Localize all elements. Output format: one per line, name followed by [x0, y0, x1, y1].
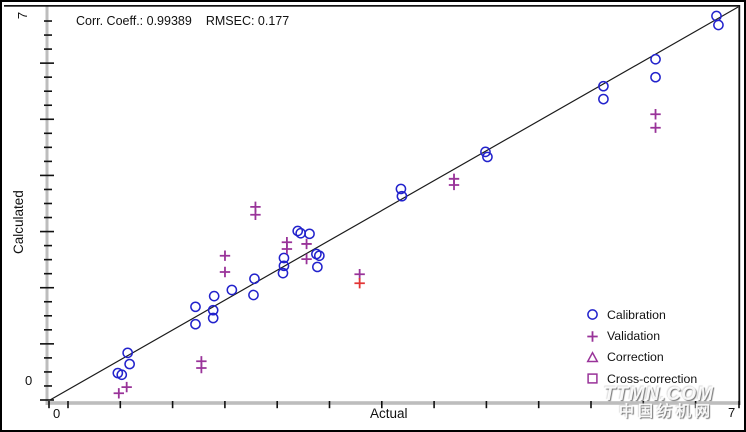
legend-item-correction: Correction [585, 347, 697, 368]
corr-coeff-text: Corr. Coeff.: 0.99389 [76, 14, 192, 28]
legend-item-label: Correction [607, 350, 664, 365]
watermark-line1: TTMN.COM [603, 384, 714, 405]
x-axis-label: Actual [370, 406, 408, 421]
x-axis-max-label: 7 [728, 405, 736, 420]
y-axis-min-label: 0 [25, 373, 33, 388]
legend: Calibration Validation Correction Cross-… [585, 304, 697, 390]
y-axis-label: Calculated [11, 190, 26, 254]
rmsec-text: RMSEC: 0.177 [205, 14, 290, 28]
legend-item-calibration: Calibration [585, 304, 697, 325]
legend-item-label: Validation [607, 329, 661, 344]
watermark-line2: 中国纺机网 [618, 403, 714, 420]
cross-correction-marker-icon [585, 372, 600, 385]
y-axis-max-label: 7 [15, 11, 31, 20]
correction-marker-icon [585, 351, 600, 364]
watermark: TTMN.COM 中国纺机网 [604, 385, 714, 419]
x-axis-min-label: 0 [53, 406, 61, 421]
legend-item-cross-correction: Cross-correction [585, 368, 697, 389]
legend-item-validation: Validation [585, 325, 697, 346]
legend-item-label: Calibration [607, 307, 666, 322]
validation-marker-icon [585, 330, 600, 343]
legend-item-label: Cross-correction [607, 371, 698, 386]
calibration-marker-icon [585, 308, 600, 321]
header-stats: Corr. Coeff.: 0.99389 RMSEC: 0.177 [76, 14, 289, 29]
